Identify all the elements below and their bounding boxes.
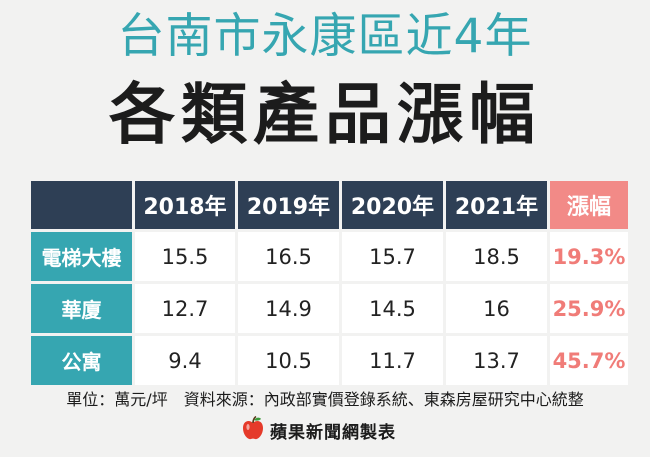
table-cell: 16.5 <box>238 232 339 281</box>
header-row: 2018年 2019年 2020年 2021年 漲幅 <box>31 181 628 229</box>
header-change: 漲幅 <box>550 181 628 229</box>
price-table: 2018年 2019年 2020年 2021年 漲幅 電梯大樓 15.5 16.… <box>28 178 631 388</box>
table-row: 電梯大樓 15.5 16.5 15.7 18.5 19.3% <box>31 232 628 281</box>
header-2019: 2019年 <box>238 181 339 229</box>
source-note: 單位：萬元/坪 資料來源：內政部實價登錄系統、東森房屋研究中心統整 <box>66 390 584 409</box>
table-cell: 15.7 <box>342 232 443 281</box>
header-corner <box>31 181 132 229</box>
header-2020: 2020年 <box>342 181 443 229</box>
table-cell: 18.5 <box>446 232 547 281</box>
change-cell: 45.7% <box>550 336 628 385</box>
header-2021: 2021年 <box>446 181 547 229</box>
apple-icon <box>240 415 266 445</box>
row-label: 電梯大樓 <box>31 232 132 281</box>
title-line-1: 台南市永康區近4年 <box>117 9 533 64</box>
table-row: 華廈 12.7 14.9 14.5 16 25.9% <box>31 284 628 333</box>
row-label: 公寓 <box>31 336 132 385</box>
table-cell: 9.4 <box>135 336 235 385</box>
title-line-2: 各類產品漲幅 <box>109 76 541 153</box>
table-cell: 11.7 <box>342 336 443 385</box>
row-label: 華廈 <box>31 284 132 333</box>
table-cell: 15.5 <box>135 232 235 281</box>
table-cell: 10.5 <box>238 336 339 385</box>
brand-name: 蘋果新聞網製表 <box>270 422 396 443</box>
change-cell: 25.9% <box>550 284 628 333</box>
header-2018: 2018年 <box>135 181 235 229</box>
table-row: 公寓 9.4 10.5 11.7 13.7 45.7% <box>31 336 628 385</box>
table-cell: 14.5 <box>342 284 443 333</box>
table-cell: 16 <box>446 284 547 333</box>
table-cell: 13.7 <box>446 336 547 385</box>
brand-credit: 蘋果新聞網製表 <box>240 415 396 445</box>
table-cell: 14.9 <box>238 284 339 333</box>
change-cell: 19.3% <box>550 232 628 281</box>
table-cell: 12.7 <box>135 284 235 333</box>
